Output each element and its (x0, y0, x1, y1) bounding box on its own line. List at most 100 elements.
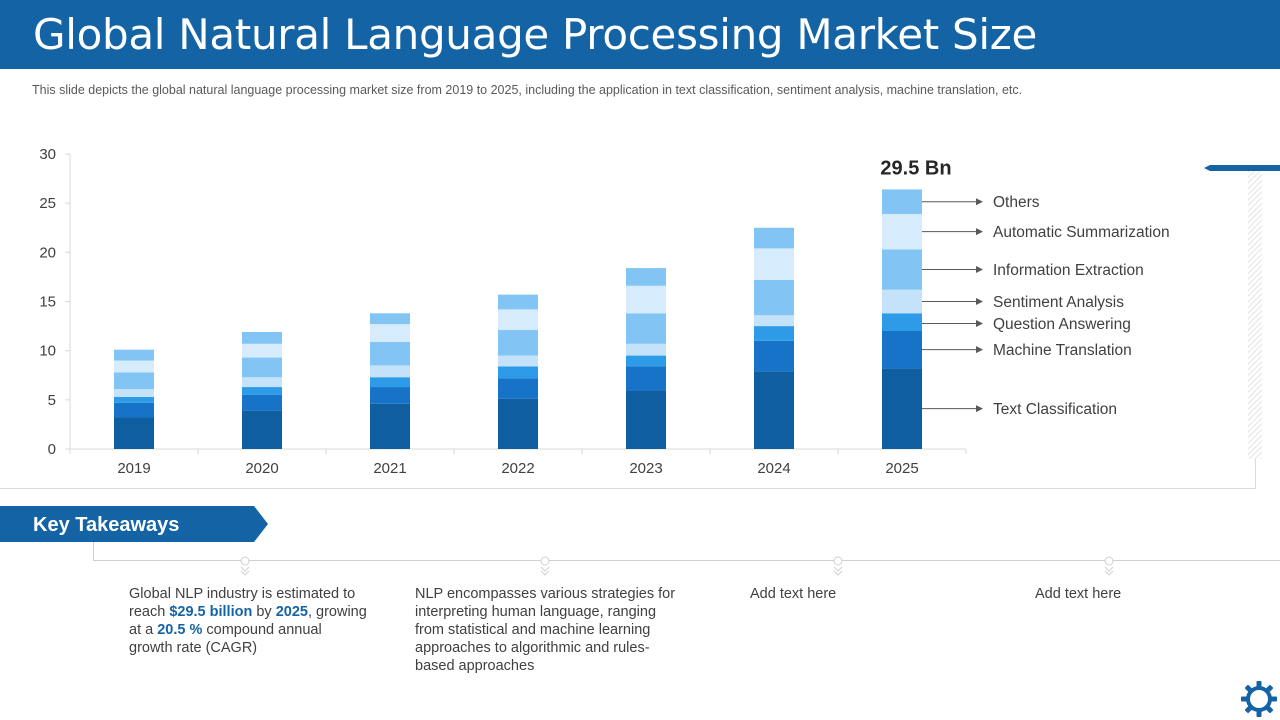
gear-icon (1241, 681, 1277, 717)
bar-segment (882, 289, 922, 314)
bar-segment (114, 372, 154, 390)
bar-segment (626, 268, 666, 286)
callout-arrow-icon (976, 298, 983, 305)
bar-segment (754, 279, 794, 316)
takeaway-1-highlight-cagr: 20.5 % (157, 622, 203, 638)
key-takeaways-banner: Key Takeaways (0, 506, 268, 542)
bar-segment (114, 360, 154, 373)
takeaways-connector-line (93, 560, 1280, 561)
series-label: Others (993, 194, 1040, 211)
takeaway-item-3: Add text here (750, 586, 837, 602)
bar-segment (370, 341, 410, 366)
y-tick-label: 30 (39, 146, 56, 163)
bar-segment (626, 390, 666, 449)
bar-segment (498, 366, 538, 379)
y-tick-label: 20 (39, 244, 56, 261)
bar-segment (498, 398, 538, 449)
bar-segment (498, 378, 538, 399)
bar-segment (370, 324, 410, 342)
takeaway-item-2: NLP encompasses various strategies for i… (415, 586, 676, 674)
chart-frame-border-right (1255, 459, 1256, 489)
bar-segment (882, 249, 922, 290)
x-tick-label: 2023 (629, 460, 662, 477)
bar-segment (242, 357, 282, 378)
chevron-down-icon (540, 556, 550, 576)
bar-segment (242, 377, 282, 388)
bar-segment (498, 294, 538, 310)
callout-arrow-icon (976, 320, 983, 327)
bar-segment (498, 355, 538, 367)
y-tick-label: 0 (48, 441, 56, 458)
chevron-down-icon (240, 556, 250, 576)
bar-segment (882, 331, 922, 369)
bar-segment (754, 340, 794, 372)
bar-segment (626, 355, 666, 367)
takeaway-1-text-d: compound annual growth rate (CAGR) (129, 622, 322, 656)
callout-arrow-icon (976, 228, 983, 236)
series-label: Automatic Summarization (993, 224, 1170, 241)
y-tick-label: 10 (39, 343, 56, 360)
x-tick-label: 2025 (885, 460, 918, 477)
x-tick-label: 2019 (117, 460, 150, 477)
series-label: Sentiment Analysis (993, 294, 1124, 311)
series-label: Question Answering (993, 316, 1131, 333)
key-takeaways-title: Key Takeaways (33, 514, 180, 536)
bar-segment (754, 248, 794, 280)
bar-segment (242, 343, 282, 358)
page-title: Global Natural Language Processing Marke… (33, 10, 1037, 59)
x-tick-label: 2020 (245, 460, 278, 477)
takeaway-item-1: Global NLP industry is estimated to reac… (129, 585, 369, 657)
series-label: Text Classification (993, 401, 1117, 418)
y-tick-label: 25 (39, 195, 56, 212)
page-subtitle: This slide depicts the global natural la… (32, 83, 1023, 97)
takeaway-1-highlight-year: 2025 (275, 604, 308, 620)
takeaway-1-text-b: by (252, 604, 276, 620)
bar-segment (626, 285, 666, 314)
bar-segment (882, 368, 922, 449)
bar-segment (626, 343, 666, 356)
x-tick-label: 2022 (501, 460, 534, 477)
bar-segment (882, 313, 922, 331)
bar-segment (114, 396, 154, 403)
bar-segment (242, 387, 282, 395)
bar-segment (114, 389, 154, 397)
bar-segment (882, 213, 922, 250)
bar-segment (626, 313, 666, 344)
bar-segment (370, 313, 410, 325)
takeaway-1-text-c: , growing at a (129, 604, 367, 638)
bar-segment (370, 365, 410, 378)
series-label: Information Extraction (993, 262, 1144, 279)
chevron-down-icon (1104, 556, 1114, 576)
bar-segment (114, 402, 154, 418)
bar-segment (370, 377, 410, 388)
bar-segment (754, 371, 794, 449)
total-value-label: 29.5 Bn (880, 157, 951, 179)
callout-arrow-icon (976, 346, 983, 354)
bar-segment (242, 331, 282, 344)
chevron-down-icon (833, 556, 843, 576)
takeaway-item-4: Add text here (1035, 586, 1122, 602)
takeaway-1-highlight-value: $29.5 billion (169, 604, 253, 620)
x-tick-label: 2024 (757, 460, 790, 477)
bar-segment (626, 366, 666, 391)
callout-arrow-icon (976, 405, 983, 413)
bar-segment (114, 417, 154, 449)
chart-frame-border (0, 488, 1256, 489)
bar-segment (498, 330, 538, 356)
y-tick-label: 5 (48, 392, 56, 409)
side-accent-decoration (1204, 165, 1280, 459)
bar-segment (754, 326, 794, 341)
takeaways-connector-vertical (93, 542, 94, 560)
market-size-chart: 0 5 10 15 20 25 30 2019 2020 2021 2022 2023 2024 2025… (39, 146, 1170, 477)
bar-segment (754, 227, 794, 249)
bar-segment (370, 403, 410, 449)
y-tick-label: 15 (39, 294, 56, 311)
bar-segment (114, 349, 154, 361)
bar-segment (882, 189, 922, 214)
bar-segment (370, 387, 410, 404)
takeaway-1-text-a: Global NLP industry is estimated to reac… (129, 586, 356, 620)
bar-segment (242, 410, 282, 449)
bar-segment (498, 309, 538, 331)
callout-arrow-icon (976, 198, 983, 206)
